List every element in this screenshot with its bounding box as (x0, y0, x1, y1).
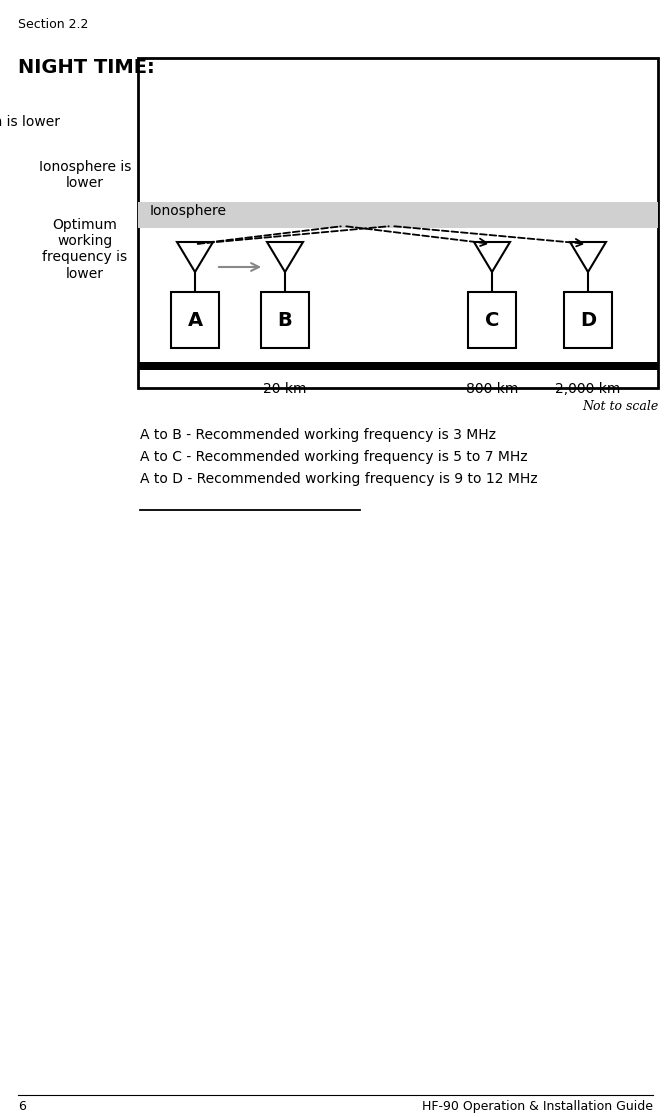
Bar (138, 58, 658, 388)
Text: B: B (278, 311, 293, 330)
Text: Optimum
working
frequency is
lower: Optimum working frequency is lower (42, 218, 127, 280)
Bar (261, 292, 309, 349)
Bar (564, 292, 612, 349)
Text: 800 km: 800 km (466, 382, 518, 397)
Bar (138, 362, 658, 370)
Text: Sun is lower: Sun is lower (0, 115, 60, 128)
Text: Not to scale: Not to scale (582, 400, 658, 413)
Text: C: C (485, 311, 499, 330)
Text: Ionosphere: Ionosphere (150, 204, 227, 218)
Polygon shape (474, 242, 510, 273)
Polygon shape (267, 242, 303, 273)
Text: NIGHT TIME:: NIGHT TIME: (18, 58, 155, 77)
Polygon shape (570, 242, 606, 273)
Text: Section 2.2: Section 2.2 (18, 18, 89, 31)
Text: 20 km: 20 km (263, 382, 307, 397)
Text: D: D (580, 311, 596, 330)
Bar (138, 202, 658, 228)
Text: 6: 6 (18, 1100, 26, 1113)
Bar (468, 292, 516, 349)
Polygon shape (177, 242, 213, 273)
Text: Ionosphere is
lower: Ionosphere is lower (39, 160, 132, 190)
Bar (171, 292, 219, 349)
Text: A to C - Recommended working frequency is 5 to 7 MHz: A to C - Recommended working frequency i… (140, 450, 527, 464)
Text: A to B - Recommended working frequency is 3 MHz: A to B - Recommended working frequency i… (140, 428, 496, 442)
Text: HF-90 Operation & Installation Guide: HF-90 Operation & Installation Guide (422, 1100, 653, 1113)
Text: A: A (187, 311, 203, 330)
Text: A to D - Recommended working frequency is 9 to 12 MHz: A to D - Recommended working frequency i… (140, 472, 537, 486)
Text: 2,000 km: 2,000 km (556, 382, 621, 397)
